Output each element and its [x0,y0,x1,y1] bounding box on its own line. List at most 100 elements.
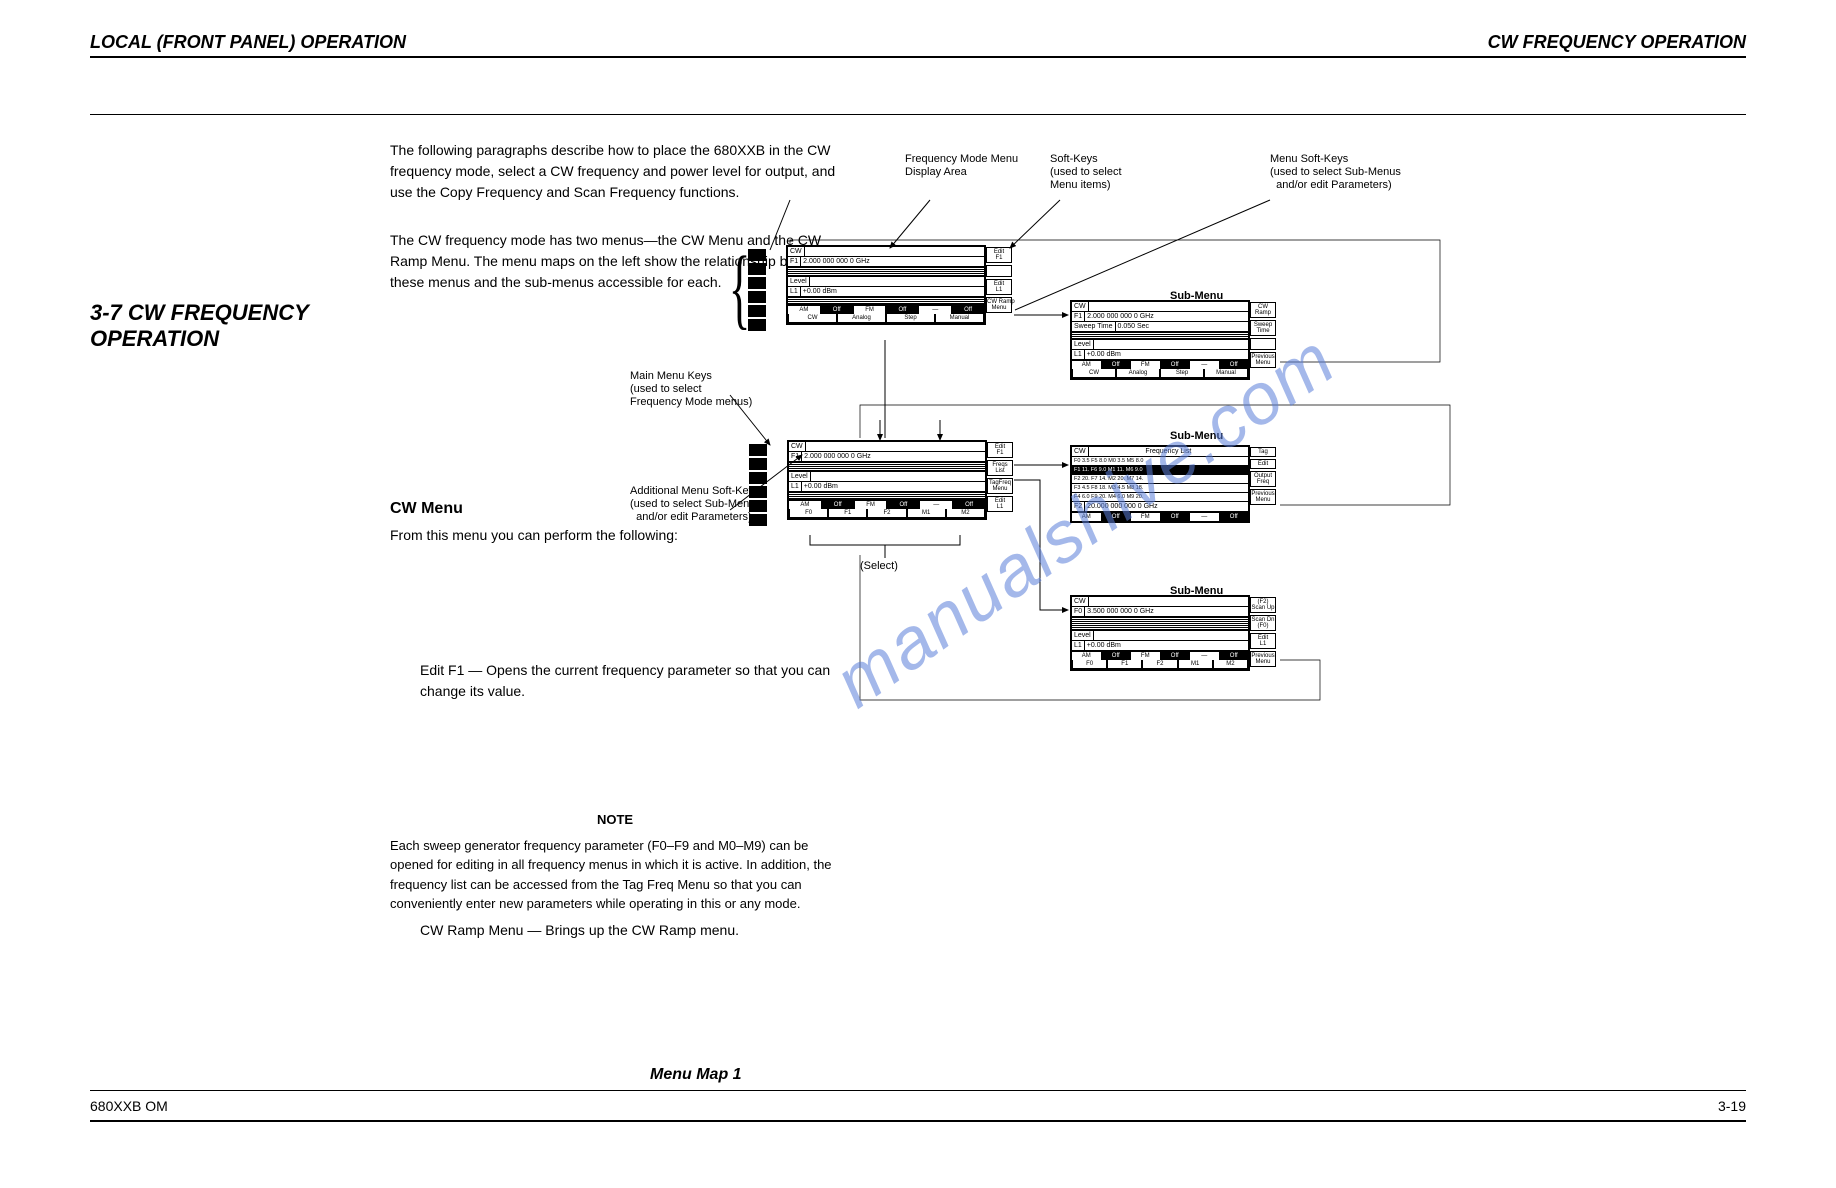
softkey-edit-l1[interactable]: Edit L1 [987,496,1013,512]
mb[interactable]: AM [789,501,822,509]
tb[interactable]: M1 [907,509,946,518]
softkey-tagfreq[interactable]: TagFreq Menu [987,478,1013,494]
softkey-cwramp[interactable]: CW Ramp Menu [986,297,1012,313]
hardkey[interactable] [749,472,767,484]
softkey-scanup[interactable]: (F2) Scan Up [1250,597,1276,613]
tb[interactable]: M2 [1213,660,1248,669]
mb[interactable]: Off [953,501,985,509]
mb[interactable]: ― [1190,361,1220,369]
tb[interactable]: M1 [1178,660,1213,669]
para2: The CW frequency mode has two menus—the … [390,230,840,293]
softkey-blank[interactable] [1250,338,1276,350]
mb[interactable]: ― [920,501,953,509]
mb[interactable]: Off [952,306,984,314]
section-title: CW FREQUENCY OPERATION [90,300,308,351]
shade [789,492,985,500]
tb[interactable]: Analog [837,314,886,323]
mb[interactable]: Off [1161,361,1191,369]
tb[interactable]: Step [886,314,935,323]
mb[interactable]: Off [887,501,920,509]
mb[interactable]: AM [1072,361,1102,369]
softkey-cwramp[interactable]: CW Ramp [1250,302,1276,318]
hardkey[interactable] [749,514,767,526]
note-body: Each sweep generator frequency parameter… [390,836,840,914]
tb[interactable]: CW [788,314,837,323]
hardkey[interactable] [748,263,766,275]
header-right: CW FREQUENCY OPERATION [1488,32,1746,53]
mb[interactable]: FM [855,501,888,509]
mb[interactable]: Off [1102,652,1132,660]
mb[interactable]: FM [1131,652,1161,660]
softkey-edit-l1[interactable]: Edit L1 [1250,633,1276,649]
mb[interactable]: Off [1220,652,1249,660]
tb[interactable]: M2 [946,509,985,518]
softkey-output[interactable]: Output Freq [1250,471,1276,487]
hardkey[interactable] [749,458,767,470]
title-freqlist: Frequency List [1089,447,1248,456]
softkey-freqs-list[interactable]: Freqs List [987,460,1013,476]
hardkey[interactable] [748,291,766,303]
hardkey[interactable] [748,319,766,331]
mb[interactable]: FM [1131,361,1161,369]
mb[interactable]: ― [919,306,952,314]
lbl-f1: F1 [1072,312,1085,321]
softkey-edit-f1[interactable]: Edit F1 [987,442,1013,458]
tb[interactable]: F1 [1107,660,1142,669]
hardkey[interactable] [748,305,766,317]
hardkey[interactable] [749,500,767,512]
mb[interactable]: Off [822,501,855,509]
tb[interactable]: F0 [1072,660,1107,669]
softkeys-r2: Tag Edit Output Freq Previous Menu [1250,447,1276,505]
mb[interactable]: Off [1220,361,1249,369]
mb[interactable]: AM [1072,513,1102,521]
mb[interactable]: AM [1072,652,1102,660]
tb[interactable]: Manual [935,314,984,323]
shade [805,247,984,255]
mb[interactable]: AM [788,306,821,314]
tb[interactable]: CW [1072,369,1116,378]
mb[interactable]: Off [886,306,919,314]
softkeys-r1: CW Ramp Sweep Time Previous Menu [1250,302,1276,368]
val-freq: 3.500 000 000 0 GHz [1085,607,1248,616]
tabbar-mid: F0 F1 F2 M1 M2 [789,509,985,518]
hardkey[interactable] [748,277,766,289]
mb[interactable]: Off [1161,652,1191,660]
tb[interactable]: Manual [1204,369,1248,378]
mb[interactable]: ― [1190,513,1220,521]
tabbar-r1: CW Analog Step Manual [1072,369,1248,378]
softkey-blank[interactable] [986,265,1012,277]
softkey-prev[interactable]: Previous Menu [1250,489,1276,505]
tb[interactable]: F0 [789,509,828,518]
tb[interactable]: F2 [867,509,906,518]
softkey-edit-f1[interactable]: Edit F1 [986,247,1012,263]
softkey-tag[interactable]: Tag [1250,447,1276,457]
softkey-prev[interactable]: Previous Menu [1250,352,1276,368]
lbl-cw: CW [788,247,805,256]
section-number: 3-7 [90,300,122,325]
tb[interactable]: F1 [828,509,867,518]
softkey-scandn[interactable]: Scan Dn (F0) [1250,615,1276,631]
mb[interactable]: Off [1102,361,1132,369]
hardkey[interactable] [749,486,767,498]
tb[interactable]: Analog [1116,369,1160,378]
mb[interactable]: Off [1102,513,1132,521]
mb[interactable]: FM [1131,513,1161,521]
mb[interactable]: Off [821,306,854,314]
label-main-menu-keys: Main Menu Keys (used to select Frequency… [630,370,752,410]
shade [1089,597,1248,604]
softkey-edit-l1[interactable]: Edit L1 [986,279,1012,295]
cw-menu-heading: CW Menu [390,500,463,518]
hardkey[interactable] [748,249,766,261]
hardkey[interactable] [749,444,767,456]
mb[interactable]: Off [1220,513,1249,521]
softkey-sweeptime[interactable]: Sweep Time [1250,320,1276,336]
mb[interactable]: ― [1190,652,1220,660]
mb[interactable]: Off [1161,513,1191,521]
mb[interactable]: FM [854,306,887,314]
softkey-edit[interactable]: Edit [1250,459,1276,469]
softkey-prev[interactable]: Previous Menu [1250,651,1276,667]
menubar-mid: AM Off FM Off ― Off [789,500,985,509]
tb[interactable]: F2 [1142,660,1177,669]
tb[interactable]: Step [1160,369,1204,378]
shade [806,442,985,450]
